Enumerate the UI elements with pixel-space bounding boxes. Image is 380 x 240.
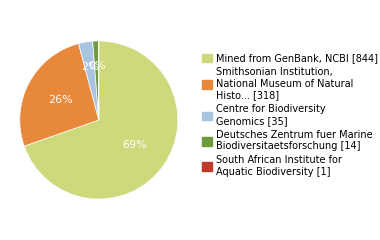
Wedge shape (24, 41, 178, 199)
Wedge shape (20, 44, 99, 146)
Text: 0%: 0% (88, 61, 105, 71)
Legend: Mined from GenBank, NCBI [844], Smithsonian Institution,
National Museum of Natu: Mined from GenBank, NCBI [844], Smithson… (203, 54, 378, 177)
Text: 2%: 2% (81, 62, 99, 72)
Text: 26%: 26% (48, 95, 73, 105)
Wedge shape (79, 41, 99, 120)
Wedge shape (93, 41, 99, 120)
Wedge shape (98, 41, 99, 120)
Text: 69%: 69% (122, 140, 147, 150)
